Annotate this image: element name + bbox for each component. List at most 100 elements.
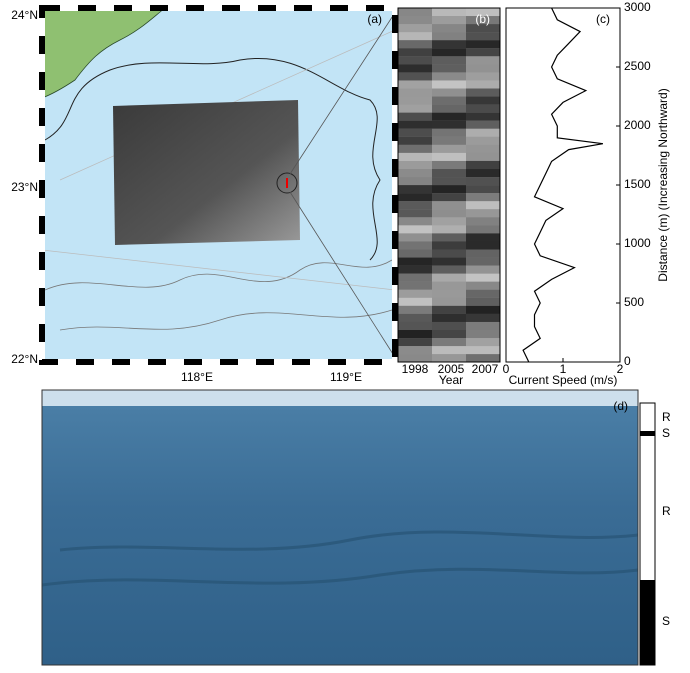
- timestack-cell: [398, 217, 432, 225]
- band-label: S: [662, 426, 670, 440]
- timestack-cell: [432, 137, 466, 145]
- figure: (a) 24°N 23°N 22°N 118°E 119°E (b)199820…: [0, 0, 690, 668]
- timestack-cell: [466, 258, 500, 266]
- timestack-cell: [466, 80, 500, 88]
- timestack-cell: [432, 225, 466, 233]
- timestack-cell: [466, 314, 500, 322]
- timestack-cell: [432, 338, 466, 346]
- timestack-cell: [466, 129, 500, 137]
- timestack-cell: [466, 145, 500, 153]
- timestack-cell: [432, 161, 466, 169]
- timestack-cell: [432, 16, 466, 24]
- timestack-cell: [432, 241, 466, 249]
- timestack-cell: [432, 217, 466, 225]
- timestack-cell: [466, 169, 500, 177]
- timestack-cell: [398, 16, 432, 24]
- timestack-cell: [398, 250, 432, 258]
- timestack-cell: [432, 330, 466, 338]
- y-tick-label: 3000: [624, 0, 651, 14]
- panel-label: (c): [596, 12, 610, 26]
- y-tick-label: 0: [624, 354, 631, 368]
- band-s: [640, 580, 655, 665]
- timestack-cell: [398, 137, 432, 145]
- timestack-cell: [398, 306, 432, 314]
- timestack-cell: [398, 97, 432, 105]
- timestack-cell: [398, 169, 432, 177]
- timestack-cell: [398, 32, 432, 40]
- timestack-cell: [432, 314, 466, 322]
- timestack-cell: [432, 274, 466, 282]
- timestack-cell: [398, 274, 432, 282]
- timestack-cell: [398, 145, 432, 153]
- timestack-cell: [398, 64, 432, 72]
- timestack-cell: [432, 80, 466, 88]
- timestack-cell: [398, 193, 432, 201]
- timestack-cell: [466, 330, 500, 338]
- timestack-cell: [432, 64, 466, 72]
- timestack-cell: [432, 322, 466, 330]
- timestack-cell: [466, 290, 500, 298]
- timestack-cell: [432, 306, 466, 314]
- timestack-cell: [398, 322, 432, 330]
- timestack-cell: [398, 89, 432, 97]
- timestack-cell: [466, 89, 500, 97]
- timestack-cell: [398, 8, 432, 16]
- timestack-cell: [432, 153, 466, 161]
- band-label: R: [662, 504, 671, 518]
- band-label: R: [662, 410, 671, 424]
- lat-label: 23°N: [11, 180, 38, 194]
- x-tick-label: 1: [560, 362, 567, 376]
- timestack-cell: [398, 298, 432, 306]
- timestack-cell: [466, 56, 500, 64]
- timestack-cell: [466, 72, 500, 80]
- timestack-cell: [466, 250, 500, 258]
- timestack-cell: [398, 48, 432, 56]
- timestack-cell: [432, 266, 466, 274]
- timestack-cell: [432, 105, 466, 113]
- y-tick-label: 500: [624, 295, 644, 309]
- timestack-cell: [432, 201, 466, 209]
- axis-label: Year: [439, 373, 463, 387]
- timestack-cell: [398, 338, 432, 346]
- timestack-cell: [432, 48, 466, 56]
- sky: [42, 390, 638, 406]
- x-tick-label: 2: [617, 362, 624, 376]
- timestack-cell: [398, 225, 432, 233]
- timestack-cell: [398, 113, 432, 121]
- timestack-cell: [432, 209, 466, 217]
- timestack-cell: [432, 250, 466, 258]
- timestack-cell: [432, 40, 466, 48]
- timestack-cell: [466, 298, 500, 306]
- timestack-cell: [432, 97, 466, 105]
- timestack-cell: [432, 32, 466, 40]
- plot-area: [506, 8, 620, 362]
- timestack-cell: [398, 105, 432, 113]
- timestack-cell: [432, 193, 466, 201]
- timestack-cell: [398, 185, 432, 193]
- timestack-cell: [466, 209, 500, 217]
- map-panel: (a) 24°N 23°N 22°N 118°E 119°E: [11, 8, 398, 384]
- timestack-cell: [432, 177, 466, 185]
- timestack-cell: [432, 258, 466, 266]
- timestack-cell: [398, 24, 432, 32]
- timestack-cell: [432, 8, 466, 16]
- y-tick-label: 1000: [624, 236, 651, 250]
- timestack-cell: [466, 322, 500, 330]
- timestack-cell: [466, 185, 500, 193]
- timestack-cell: [466, 32, 500, 40]
- timestack-cell: [432, 24, 466, 32]
- timestack-cell: [466, 354, 500, 362]
- panel-label: (d): [613, 399, 628, 413]
- panel-label: (a): [367, 12, 382, 26]
- timestack-cell: [432, 298, 466, 306]
- timestack-cell: [398, 201, 432, 209]
- timestack-cell: [432, 354, 466, 362]
- timestack-cell: [398, 233, 432, 241]
- timestack-cell: [398, 290, 432, 298]
- timestack-cell: [398, 56, 432, 64]
- photo-panel: (d) R S R S: [42, 390, 671, 665]
- band-s: [640, 431, 655, 436]
- timestack-cell: [398, 282, 432, 290]
- timestack-cell: [398, 153, 432, 161]
